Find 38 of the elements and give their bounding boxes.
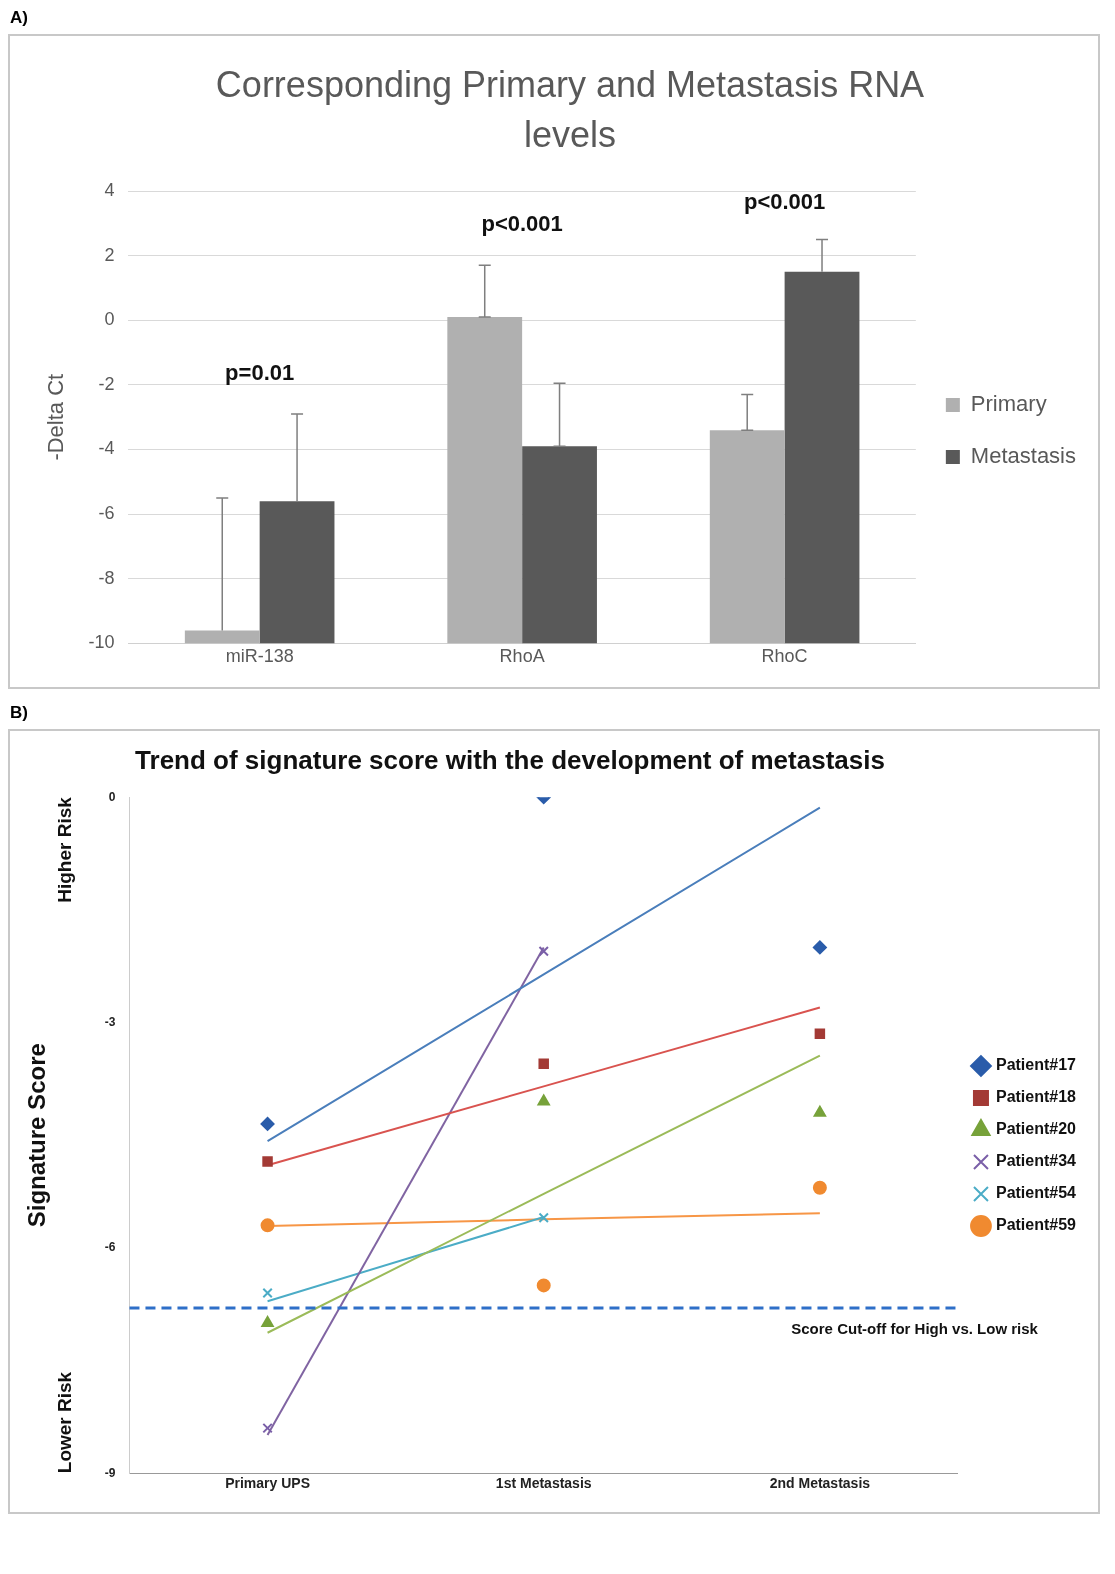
y-tick-label: 0 — [104, 309, 115, 330]
annotation: p<0.001 — [481, 211, 563, 237]
annotation: p=0.01 — [225, 359, 295, 385]
y-tick-label: -10 — [88, 632, 115, 653]
text: Lower Risk — [54, 1371, 76, 1473]
y-tick-label: -4 — [98, 438, 115, 459]
chart-title: Corresponding Primary and Metastasis RNA levels — [214, 63, 926, 158]
y-tick-label: -6 — [98, 502, 115, 523]
y-tick-label: 2 — [104, 244, 115, 265]
y-tick-label: 4 — [104, 179, 115, 200]
text: A) — [10, 8, 29, 28]
annotation: p<0.001 — [743, 188, 826, 214]
chart-title: Trend of signature score with the development of metastasis — [134, 744, 886, 776]
legend-label: Metastasis — [970, 442, 1077, 468]
legend-label: Patient#17 — [995, 1056, 1077, 1074]
y-axis-title: -Delta Ct — [43, 373, 69, 461]
legend-label: Patient#54 — [995, 1184, 1077, 1202]
text: B) — [10, 702, 29, 723]
x-tick-label: RhoA — [499, 645, 545, 666]
y-tick-label: 0 — [108, 789, 116, 804]
legend-label: Patient#20 — [995, 1120, 1077, 1138]
text: Higher Risk — [54, 796, 76, 903]
x-tick-label: 1st Metastasis — [495, 1475, 592, 1492]
y-tick-label: -8 — [98, 567, 115, 588]
y-tick-label: -9 — [104, 1465, 116, 1480]
legend-label: Patient#34 — [995, 1152, 1077, 1170]
x-tick-label: Primary UPS — [225, 1475, 310, 1492]
x-tick-label: 2nd Metastasis — [769, 1475, 871, 1492]
legend-label: Patient#18 — [995, 1088, 1077, 1106]
y-axis-title: Signature Score — [23, 1042, 51, 1228]
legend-label: Primary — [970, 390, 1047, 416]
legend-label: Patient#59 — [995, 1216, 1077, 1234]
ref-line-label: Score Cut-off for High vs. Low risk — [791, 1319, 1039, 1337]
y-tick-label: -2 — [98, 373, 115, 394]
y-tick-label: -6 — [104, 1239, 116, 1254]
x-tick-label: RhoC — [761, 645, 808, 666]
x-tick-label: miR-138 — [225, 645, 294, 666]
y-tick-label: -3 — [104, 1014, 116, 1029]
